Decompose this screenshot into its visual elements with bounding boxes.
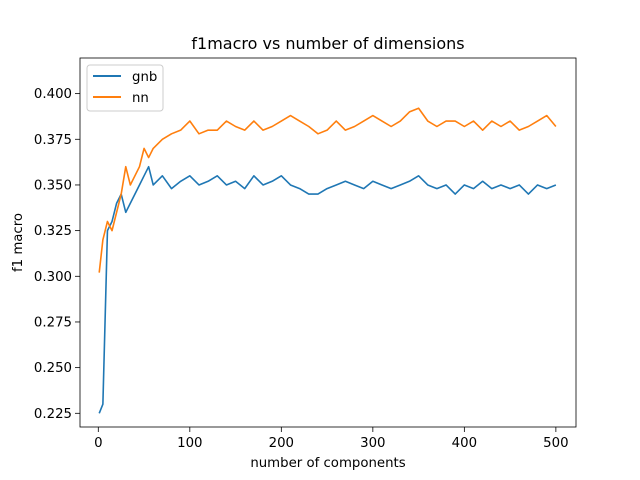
legend-label-gnb: gnb	[132, 70, 157, 85]
y-tick-label: 0.225	[34, 407, 72, 422]
x-tick-label: 400	[452, 436, 477, 451]
y-tick-label: 0.400	[34, 87, 72, 102]
x-tick-label: 100	[177, 436, 202, 451]
series-line-gnb	[98, 165, 557, 414]
series-lines	[98, 107, 557, 414]
legend: gnb nn	[86, 64, 164, 112]
y-tick-label: 0.325	[34, 224, 72, 239]
x-axis-label: number of components	[250, 456, 405, 471]
x-tick-label: 0	[94, 436, 102, 451]
y-axis-label: f1 macro	[11, 213, 26, 272]
x-tick-label: 200	[269, 436, 294, 451]
y-tick-label: 0.300	[34, 270, 72, 285]
plot-frame	[79, 57, 577, 428]
legend-label-nn: nn	[132, 91, 149, 106]
y-tick-label: 0.375	[34, 133, 72, 148]
y-tick-label: 0.275	[34, 315, 72, 330]
x-tick-label: 300	[360, 436, 385, 451]
y-tick-label: 0.350	[34, 178, 72, 193]
ticks: 0 100 200 300 400 500 0.225 0.250 0.275 0.300 0.32…	[34, 87, 569, 451]
y-tick-label: 0.250	[34, 361, 72, 376]
series-line-nn	[98, 107, 557, 273]
chart-title: f1macro vs number of dimensions	[191, 34, 464, 53]
x-tick-label: 500	[543, 436, 568, 451]
